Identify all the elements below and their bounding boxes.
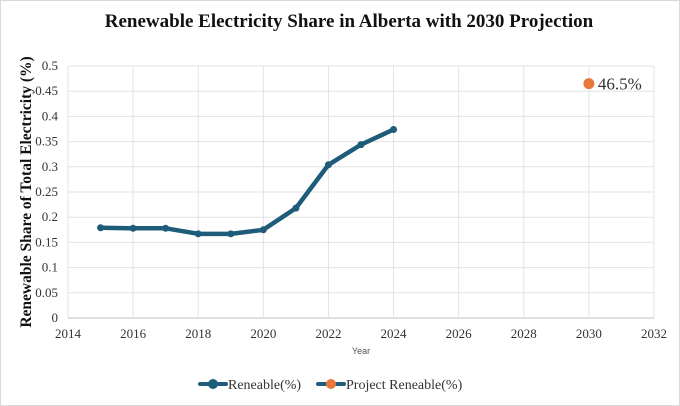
x-tick-label: 2030	[576, 326, 602, 341]
data-point	[97, 224, 105, 232]
x-tick-label: 2024	[381, 326, 408, 341]
legend-item: Project Reneable(%)	[316, 378, 463, 393]
x-tick-label: 2020	[250, 326, 276, 341]
x-tick-label: 2022	[315, 326, 341, 341]
data-point	[194, 230, 202, 238]
y-tick-label: 0.05	[35, 285, 58, 300]
legend-marker	[208, 379, 218, 389]
series-2	[583, 78, 595, 90]
legend-marker	[326, 379, 336, 389]
data-point	[292, 204, 300, 212]
chart-title: Renewable Electricity Share in Alberta w…	[105, 11, 594, 32]
series-layer	[97, 78, 595, 238]
y-tick-label: 0.2	[42, 209, 58, 224]
legend: Reneable(%) Project Reneable(%)	[198, 378, 463, 393]
data-label: 46.5%	[598, 75, 642, 94]
x-tick-label: 2016	[120, 326, 147, 341]
legend-label: Project Reneable(%)	[346, 378, 463, 393]
legend-item: Reneable(%)	[198, 378, 301, 393]
x-tick-label: 2028	[511, 326, 537, 341]
y-tick-label: 0.25	[35, 184, 58, 199]
data-point	[227, 230, 235, 238]
data-point	[162, 224, 170, 232]
x-tick-label: 2018	[185, 326, 211, 341]
y-tick-labels: 0 0.05 0.1 0.15 0.2 0.25 0.3 0.35 0.4 0.45 0.5	[35, 58, 58, 325]
y-tick-label: 0.4	[42, 108, 59, 123]
y-tick-label: 0.5	[42, 58, 58, 73]
y-tick-label: 0.35	[35, 134, 58, 149]
data-point	[583, 78, 595, 90]
data-point	[390, 126, 398, 134]
y-tick-label: 0.45	[35, 83, 58, 98]
x-axis-label: Year	[352, 346, 370, 356]
x-tick-label: 2032	[641, 326, 667, 341]
x-tick-label: 2014	[55, 326, 82, 341]
y-tick-label: 0.3	[42, 159, 58, 174]
data-point	[129, 224, 137, 232]
data-point	[357, 141, 365, 149]
annotation-layer: 46.5%	[598, 75, 642, 94]
y-tick-label: 0.15	[35, 234, 58, 249]
x-tick-label: 2026	[446, 326, 473, 341]
data-point	[259, 226, 267, 234]
gridlines	[67, 65, 655, 319]
series-1	[97, 126, 398, 238]
y-tick-label: 0	[52, 310, 59, 325]
legend-label: Reneable(%)	[228, 378, 301, 393]
x-tick-labels: 2014 2016 2018 2020 2022 2024 2026 2028 2030 2032	[55, 326, 667, 341]
y-axis-label: Renewable Share of Total Electricity (%)	[18, 56, 35, 327]
data-point	[324, 161, 332, 169]
y-tick-label: 0.1	[42, 260, 58, 275]
series-line	[98, 127, 396, 237]
